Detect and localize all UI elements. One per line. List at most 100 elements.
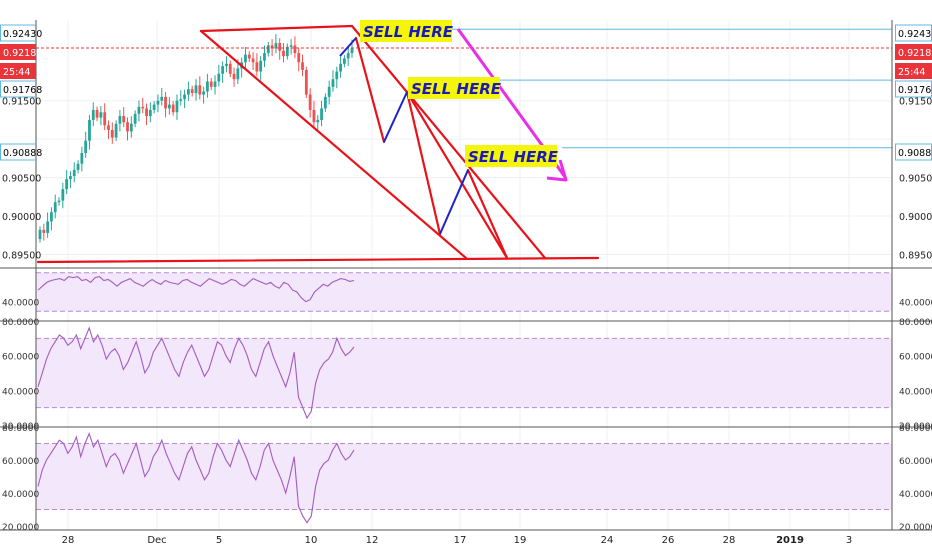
- candle: [187, 82, 190, 101]
- price-tick-left: 0.90500: [2, 174, 41, 185]
- candle-body: [278, 43, 281, 51]
- candle-body: [225, 64, 228, 66]
- candle-body: [343, 58, 346, 63]
- candle: [77, 160, 80, 173]
- candle-body: [141, 107, 144, 109]
- time-tick: 19: [514, 535, 527, 546]
- candle: [294, 36, 297, 58]
- oscillator-tick-left: 80.0000: [2, 424, 39, 434]
- time-tick: 28: [723, 535, 736, 546]
- candle: [54, 195, 57, 219]
- oscillator-band: [36, 273, 892, 311]
- oscillator-tick-right: 40.0000: [899, 490, 932, 500]
- candle-body: [65, 179, 68, 189]
- candle-body: [263, 53, 266, 61]
- candle-body: [80, 153, 83, 164]
- candle: [332, 70, 335, 92]
- candle: [233, 68, 236, 87]
- candle: [324, 93, 327, 111]
- candle-body: [255, 62, 258, 71]
- wave-leg-blue: [440, 170, 468, 234]
- candle-body: [39, 230, 42, 239]
- support-line: [38, 258, 598, 262]
- candle: [206, 74, 209, 98]
- price-tag-left: 25:44: [0, 63, 36, 79]
- candle-body: [210, 82, 213, 87]
- price-tag-label: 0.91768: [3, 85, 42, 96]
- candle: [164, 92, 167, 117]
- candle: [255, 53, 258, 76]
- candle: [343, 55, 346, 67]
- candle-body: [297, 53, 300, 62]
- candle: [282, 43, 285, 62]
- oscillator-panes: 40.000040.000080.000080.000060.000060.00…: [0, 268, 932, 533]
- candle: [301, 55, 304, 77]
- price-tick-right: 0.89500: [899, 250, 932, 261]
- candle-body: [233, 74, 236, 79]
- sell-label-text: SELL HERE: [468, 148, 559, 166]
- candle: [252, 52, 255, 70]
- oscillator-pane: 80.000080.000060.000060.000040.000040.00…: [0, 318, 932, 432]
- price-tag-label: 0.90888: [3, 148, 42, 159]
- oscillator-tick-right: 80.0000: [899, 318, 932, 328]
- candle-body: [351, 48, 354, 53]
- candle-body: [115, 124, 118, 138]
- candle-body: [328, 87, 331, 97]
- sell-label: SELL HERE: [360, 20, 454, 42]
- candle: [69, 171, 72, 188]
- time-tick: 17: [454, 535, 467, 546]
- candle: [92, 102, 95, 126]
- candle-body: [217, 74, 220, 82]
- candle-body: [282, 51, 285, 56]
- candle: [172, 101, 175, 116]
- time-tick: 24: [601, 535, 614, 546]
- time-tick: 2019: [776, 535, 804, 546]
- price-tag-right: 0.92430: [896, 25, 932, 41]
- candle-body: [191, 89, 194, 93]
- candle-body: [42, 230, 45, 233]
- price-tag-label: 25:44: [3, 67, 30, 78]
- sell-label: SELL HERE: [465, 145, 559, 167]
- candle-body: [77, 164, 80, 170]
- wave-leg: [468, 170, 507, 258]
- candle: [263, 45, 266, 67]
- triangle-top-line: [201, 26, 352, 31]
- oscillator-band: [36, 338, 892, 407]
- candle-body: [103, 112, 106, 125]
- price-tick-right: 0.91500: [899, 97, 932, 108]
- candle: [42, 224, 45, 241]
- candle: [214, 75, 217, 94]
- candle-body: [111, 130, 114, 138]
- candle-body: [320, 108, 323, 120]
- candle-body: [202, 91, 205, 94]
- candle-body: [145, 108, 148, 116]
- channel-middle-line: [407, 92, 507, 258]
- candle: [176, 94, 179, 119]
- candle-body: [324, 97, 327, 109]
- oscillator-tick-left: 60.0000: [2, 353, 39, 363]
- price-tag-right: 25:44: [895, 63, 932, 79]
- candle-body: [259, 61, 262, 72]
- candle: [183, 90, 186, 108]
- candle: [275, 34, 278, 53]
- price-tag-label: 0.92186: [3, 48, 42, 59]
- price-tag-left: 0.92186: [0, 44, 42, 60]
- time-tick: 12: [366, 535, 379, 546]
- candle: [313, 101, 316, 127]
- candle: [320, 101, 323, 126]
- candle: [198, 76, 201, 99]
- candle-body: [290, 45, 293, 47]
- candle-body: [221, 66, 224, 74]
- candle: [107, 120, 110, 138]
- candle: [297, 48, 300, 71]
- candle-body: [195, 85, 198, 93]
- price-tag-label: 0.91768: [898, 85, 932, 96]
- candle-body: [138, 107, 141, 114]
- candle-body: [347, 53, 350, 58]
- candle-body: [248, 55, 251, 59]
- oscillator-tick-right: 40.0000: [899, 387, 932, 397]
- candle-body: [198, 85, 201, 94]
- candle-body: [153, 105, 156, 110]
